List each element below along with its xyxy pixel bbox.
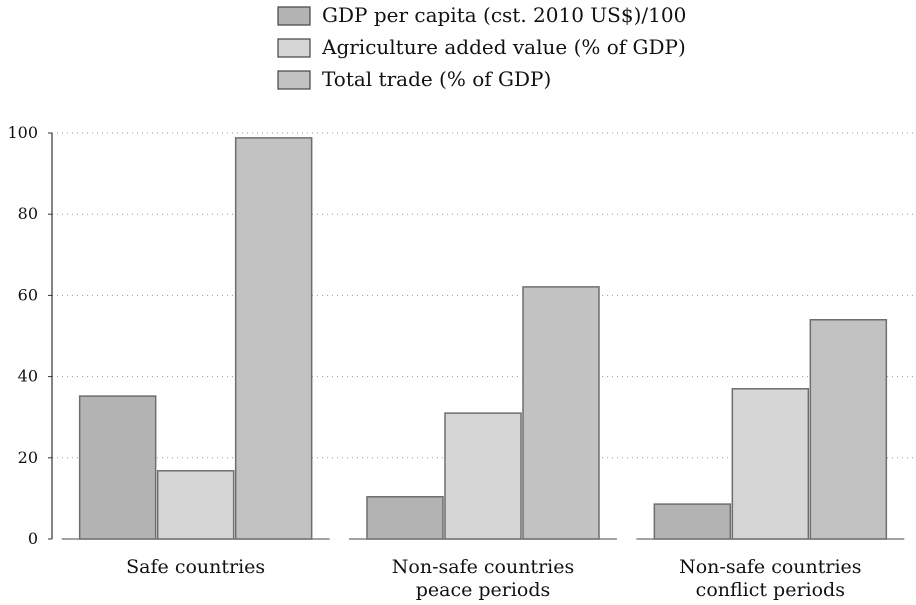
y-tick-label: 100 bbox=[7, 123, 38, 142]
bar bbox=[78, 395, 157, 540]
y-tick-label: 0 bbox=[28, 529, 38, 548]
bar bbox=[731, 388, 810, 540]
x-tick-label: Non-safe countries bbox=[679, 556, 861, 578]
y-tick-label: 80 bbox=[18, 204, 38, 223]
y-tick-label: 60 bbox=[18, 285, 38, 304]
bars bbox=[78, 137, 888, 540]
legend-swatch bbox=[277, 6, 311, 26]
bar bbox=[444, 412, 522, 540]
x-tick-label: Non-safe countries bbox=[392, 556, 574, 578]
x-tick-label: peace periods bbox=[416, 579, 551, 601]
legend-label: Total trade (% of GDP) bbox=[322, 67, 551, 91]
legend-label: GDP per capita (cst. 2010 US$)/100 bbox=[322, 3, 686, 27]
legend-swatch bbox=[277, 38, 311, 58]
bar bbox=[366, 496, 444, 540]
legend-swatch bbox=[277, 70, 311, 90]
bar bbox=[234, 137, 313, 540]
bar bbox=[809, 319, 888, 540]
y-tick-label: 40 bbox=[18, 367, 38, 386]
bar bbox=[522, 286, 600, 540]
x-tick-label: conflict periods bbox=[696, 579, 845, 601]
tick-labels: 0 20 40 60 80 100 Safe countries Non-safe count… bbox=[7, 123, 861, 601]
legend-label: Agriculture added value (% of GDP) bbox=[321, 35, 686, 59]
y-tick-label: 20 bbox=[18, 448, 38, 467]
bar bbox=[156, 470, 235, 540]
x-tick-label: Safe countries bbox=[126, 556, 265, 578]
bar bbox=[653, 503, 732, 540]
legend: GDP per capita (cst. 2010 US$)/100 Agricu… bbox=[277, 3, 686, 91]
